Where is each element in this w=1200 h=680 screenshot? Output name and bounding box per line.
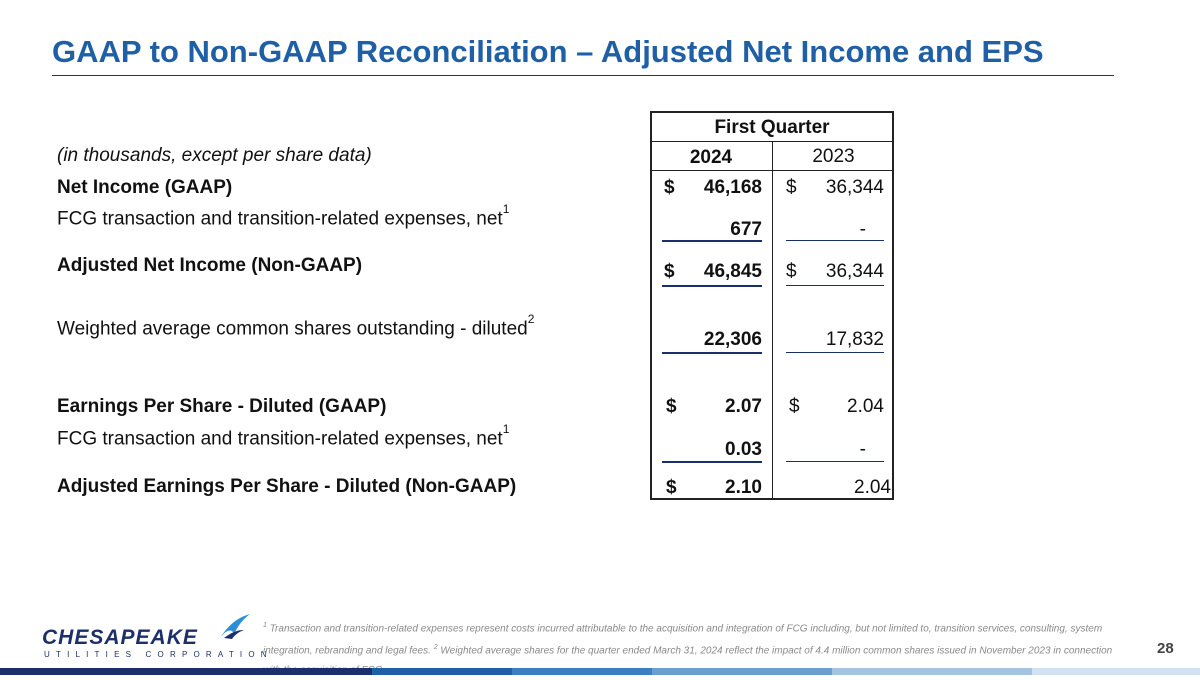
currency-sign: $ bbox=[664, 177, 675, 198]
eps-gaap-2023: 2.04 bbox=[847, 396, 884, 417]
currency-sign: $ bbox=[666, 396, 677, 417]
adjusted-eps-2024: 2.10 bbox=[725, 477, 762, 498]
header-2023: 2023 bbox=[812, 146, 855, 167]
label-weighted-shares: Weighted average common shares outstandi… bbox=[57, 312, 535, 340]
currency-sign: $ bbox=[666, 477, 677, 498]
fcg-eps-2024: 0.03 bbox=[725, 439, 762, 460]
total-underline bbox=[786, 285, 884, 286]
header-2024: 2024 bbox=[689, 147, 733, 168]
label-eps-gaap: Earnings Per Share - Diluted (GAAP) bbox=[57, 396, 387, 417]
shares-underline bbox=[786, 352, 884, 353]
currency-sign: $ bbox=[786, 261, 797, 282]
page-title: GAAP to Non-GAAP Reconciliation – Adjust… bbox=[52, 34, 1044, 69]
total-underline bbox=[662, 285, 762, 287]
eps-subtotal-underline bbox=[786, 461, 884, 462]
subtotal-underline bbox=[786, 240, 884, 241]
currency-sign: $ bbox=[789, 396, 800, 417]
table-column-divider bbox=[772, 141, 773, 500]
weighted-shares-2023: 17,832 bbox=[825, 329, 884, 350]
weighted-shares-2024: 22,306 bbox=[703, 329, 762, 350]
label-adjusted-eps: Adjusted Earnings Per Share - Diluted (N… bbox=[57, 476, 517, 497]
shares-underline bbox=[662, 352, 762, 354]
fcg-eps-2023: - bbox=[859, 439, 866, 460]
bottom-color-bar bbox=[0, 668, 1200, 675]
net-income-2023: 36,344 bbox=[825, 177, 884, 198]
adjusted-eps-2023: 2.04 bbox=[854, 477, 891, 498]
logo-wordmark: CHESAPEAKE bbox=[42, 626, 198, 649]
subtotal-underline bbox=[662, 240, 762, 242]
label-fcg-eps: FCG transaction and transition-related e… bbox=[57, 422, 510, 450]
label-net-income: Net Income (GAAP) bbox=[57, 177, 233, 198]
net-income-2024: 46,168 bbox=[703, 177, 762, 198]
logo-subtitle: UTILITIES CORPORATION bbox=[44, 650, 273, 659]
fcg-expenses-2024: 677 bbox=[730, 219, 762, 240]
units-note: (in thousands, except per share data) bbox=[57, 145, 372, 166]
company-logo: CHESAPEAKE UTILITIES CORPORATION bbox=[40, 612, 267, 662]
eps-subtotal-underline bbox=[662, 461, 762, 463]
bird-icon bbox=[220, 614, 250, 639]
title-divider bbox=[52, 75, 1114, 76]
eps-gaap-2024: 2.07 bbox=[725, 396, 762, 417]
header-first-quarter: First Quarter bbox=[714, 117, 830, 138]
label-fcg-expenses: FCG transaction and transition-related e… bbox=[57, 202, 510, 230]
label-adjusted-net-income: Adjusted Net Income (Non-GAAP) bbox=[57, 255, 363, 276]
currency-sign: $ bbox=[664, 261, 675, 282]
currency-sign: $ bbox=[786, 177, 797, 198]
page-number: 28 bbox=[1157, 640, 1174, 657]
adjusted-net-income-2024: 46,845 bbox=[703, 261, 762, 282]
fcg-expenses-2023: - bbox=[859, 219, 866, 240]
adjusted-net-income-2023: 36,344 bbox=[825, 261, 884, 282]
